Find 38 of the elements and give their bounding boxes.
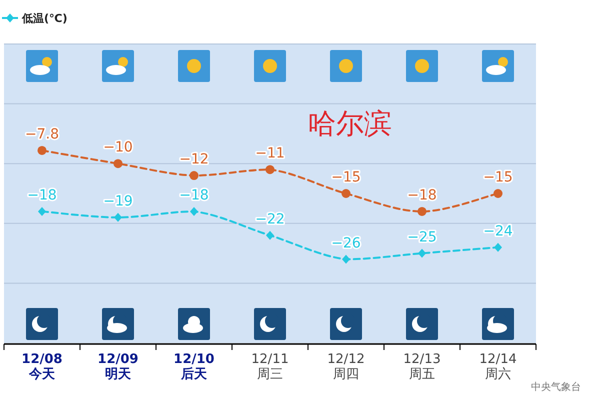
data-label: −11	[255, 146, 285, 162]
x-tick-label: 12/12 周四	[327, 352, 365, 382]
point	[114, 159, 122, 168]
point	[494, 242, 502, 252]
x-tick-label: 12/09 明天	[98, 352, 138, 382]
point	[190, 171, 198, 180]
x-tick-label: 12/10 后天	[174, 352, 214, 382]
data-label: −7.8	[25, 126, 59, 142]
point	[342, 254, 350, 264]
text: 哈尔滨	[308, 107, 392, 140]
data-label: −10	[103, 140, 133, 156]
data-label: −19	[103, 193, 133, 210]
data-label: −18	[407, 187, 437, 204]
point	[190, 206, 198, 216]
x-tick-label: 12/13 周五	[403, 352, 441, 382]
x-tick-label: 12/11 周三	[251, 352, 289, 382]
data-label: −15	[483, 170, 513, 186]
point	[342, 189, 350, 198]
data-label: −25	[407, 229, 437, 246]
point	[114, 212, 122, 222]
data-label: −26	[331, 235, 361, 252]
x-tick-label: 12/14 周六	[479, 352, 517, 382]
point	[266, 230, 274, 240]
data-label: −18	[179, 187, 209, 204]
point	[38, 206, 46, 216]
data-label: −15	[331, 170, 361, 186]
point	[418, 206, 426, 216]
point	[38, 146, 46, 155]
text: 中央气象台	[531, 381, 581, 393]
data-label: −18	[27, 187, 57, 204]
point	[266, 165, 274, 174]
point	[494, 189, 502, 198]
data-label: −22	[255, 211, 285, 228]
data-label: −24	[483, 223, 513, 240]
legend-label: 低温(℃)	[21, 12, 68, 25]
data-label: −12	[179, 152, 209, 168]
point	[418, 248, 426, 258]
x-tick-label: 12/08 今天	[22, 352, 62, 382]
